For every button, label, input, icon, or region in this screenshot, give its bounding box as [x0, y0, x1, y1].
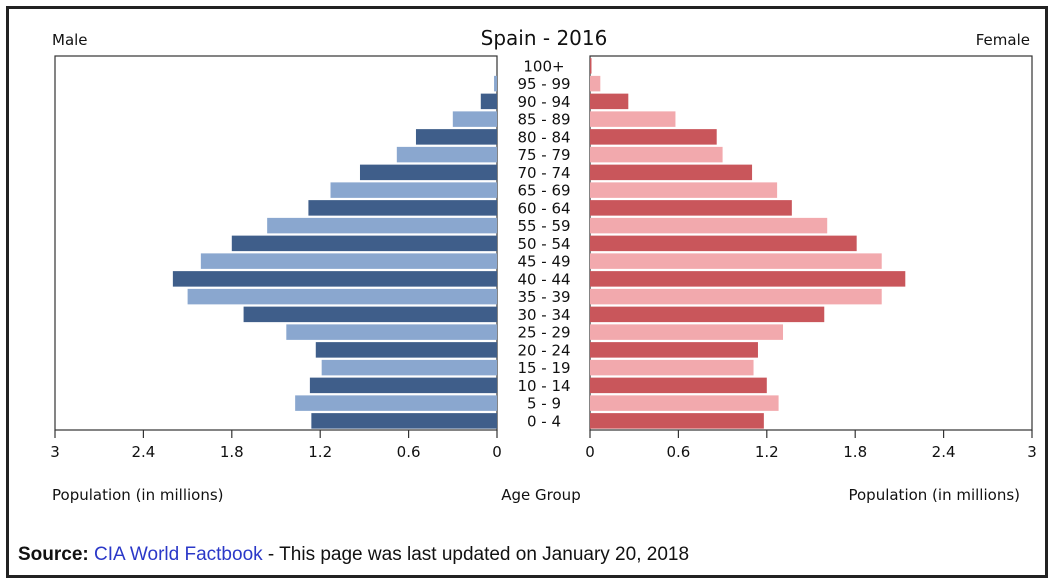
female-bar: [590, 164, 753, 181]
female-bar: [590, 395, 779, 411]
male-bar: [187, 288, 497, 305]
male-bar: [359, 164, 497, 181]
female-bar: [590, 235, 857, 252]
female-bar: [590, 111, 676, 127]
female-bar: [590, 58, 592, 74]
male-bar: [267, 217, 497, 234]
female-bar: [590, 93, 629, 110]
female-tick-label: 1.2: [755, 443, 779, 461]
female-bar: [590, 342, 758, 358]
female-bar: [590, 306, 825, 323]
female-tick-label: 1.8: [843, 443, 867, 461]
male-tick-label: 1.2: [308, 443, 332, 461]
female-bar: [590, 146, 723, 163]
female-label: Female: [976, 31, 1030, 49]
male-tick-label: 0.6: [397, 443, 421, 461]
age-group-label: 45 - 49: [517, 253, 570, 271]
male-tick-label: 3: [50, 443, 60, 461]
female-bar: [590, 324, 784, 340]
female-bar: [590, 75, 601, 92]
female-tick-label: 0.6: [666, 443, 690, 461]
age-group-label: 0 - 4: [527, 412, 561, 430]
age-group-label: 20 - 24: [517, 341, 570, 359]
source-line: Source: CIA World Factbook - This page w…: [18, 544, 689, 566]
male-bar: [315, 342, 497, 358]
male-tick-label: 0: [492, 443, 502, 461]
source-label: Source:: [18, 544, 89, 565]
male-bar: [452, 111, 497, 127]
female-bar: [590, 200, 792, 216]
male-bar: [311, 413, 497, 429]
age-group-label: 5 - 9: [527, 395, 561, 413]
female-bar: [590, 377, 767, 394]
male-bar: [243, 306, 497, 323]
female-tick-label: 3: [1027, 443, 1037, 461]
source-link[interactable]: CIA World Factbook: [94, 544, 263, 565]
female-bar: [590, 217, 828, 234]
age-group-label: 25 - 29: [517, 324, 570, 342]
male-bar: [172, 271, 497, 287]
female-bar: [590, 253, 882, 269]
male-bar: [396, 146, 497, 163]
male-tick-label: 1.8: [220, 443, 244, 461]
x-axis-label-male: Population (in millions): [52, 486, 224, 504]
age-group-label: 30 - 34: [517, 306, 570, 324]
female-bar: [590, 288, 882, 305]
age-group-label: 85 - 89: [517, 111, 570, 129]
age-group-label: 60 - 64: [517, 199, 570, 217]
female-bar: [590, 271, 906, 287]
male-bar: [309, 377, 497, 394]
female-tick-label: 0: [585, 443, 595, 461]
age-group-label: 40 - 44: [517, 270, 570, 288]
age-group-label: 70 - 74: [517, 164, 570, 182]
female-bar: [590, 129, 717, 145]
male-bar: [330, 182, 497, 198]
age-group-label: 75 - 79: [517, 146, 570, 164]
chart-title: Spain - 2016: [481, 26, 608, 50]
source-text: - This page was last updated on January …: [262, 544, 690, 565]
age-group-label: 10 - 14: [517, 377, 570, 395]
age-group-label: 100+: [523, 57, 564, 75]
age-group-label: 90 - 94: [517, 93, 570, 111]
male-label: Male: [52, 31, 88, 49]
age-group-label: 15 - 19: [517, 359, 570, 377]
age-group-label: 50 - 54: [517, 235, 570, 253]
male-tick-label: 2.4: [131, 443, 155, 461]
x-axis-label-female: Population (in millions): [848, 486, 1020, 504]
male-bar: [308, 200, 497, 216]
male-bar: [480, 93, 497, 110]
female-bar: [590, 413, 764, 429]
female-bar: [590, 182, 778, 198]
male-bar: [494, 75, 497, 92]
male-bar: [286, 324, 497, 340]
male-bar: [321, 359, 497, 376]
male-bar: [231, 235, 498, 252]
age-group-label: 65 - 69: [517, 182, 570, 200]
male-bar: [295, 395, 497, 411]
age-group-label: 95 - 99: [517, 75, 570, 93]
age-group-label: 80 - 84: [517, 128, 570, 146]
male-bar: [415, 129, 497, 145]
age-group-label: 55 - 59: [517, 217, 570, 235]
female-bar: [590, 359, 754, 376]
female-tick-label: 2.4: [932, 443, 956, 461]
age-group-label: 35 - 39: [517, 288, 570, 306]
male-bar: [200, 253, 498, 269]
x-axis-label-age-group: Age Group: [501, 486, 580, 504]
